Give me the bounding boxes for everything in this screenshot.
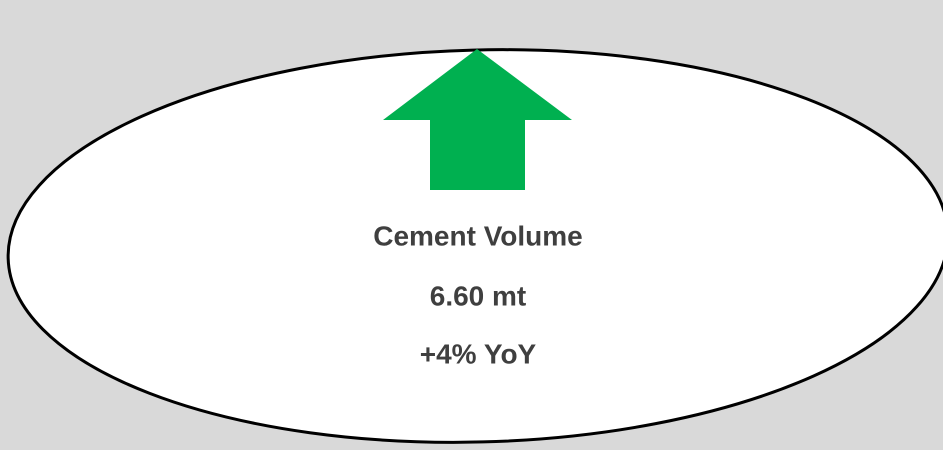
value: 6.60 mt xyxy=(430,280,527,311)
up-arrow xyxy=(383,49,572,190)
change: +4% YoY xyxy=(420,338,537,369)
label: Cement Volume xyxy=(373,220,583,251)
ellipse xyxy=(6,48,943,444)
